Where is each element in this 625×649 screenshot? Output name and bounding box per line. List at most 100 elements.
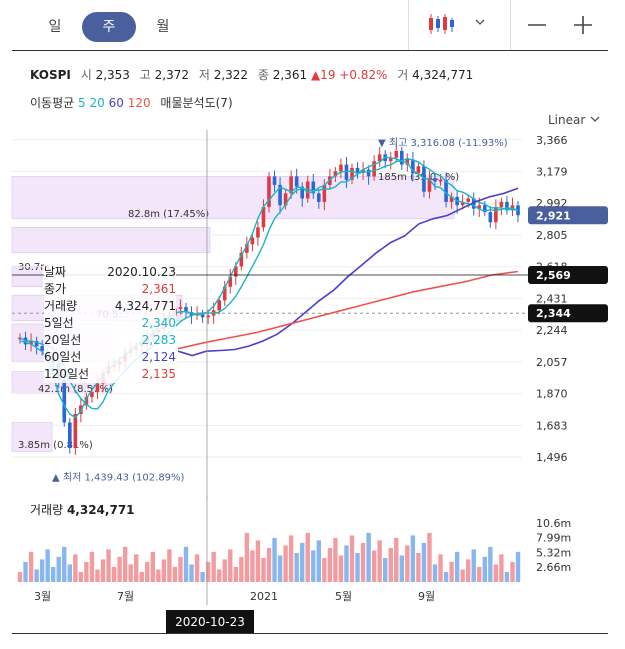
low-label: ▲ 최저 1,439.43 (102.89%) — [52, 472, 185, 484]
volume-bar — [233, 566, 238, 582]
crosshair-tooltip: 날짜 2020.10.23 종가 2,361 거래량 4,324,771 5일선 2,340 2… — [44, 264, 176, 383]
volume-bar — [416, 552, 421, 582]
candle-body — [460, 201, 465, 206]
tooltip-value: 2,135 — [141, 367, 176, 381]
candle-body — [245, 244, 249, 253]
y-tick-label: 1,870 — [536, 388, 568, 401]
volume-profile-label: 185m (39.0...%) — [378, 172, 459, 183]
tooltip-value: 4,324,771 — [114, 299, 176, 313]
candle-body — [388, 157, 393, 162]
volume-bar — [128, 564, 133, 582]
candle-body — [84, 397, 89, 406]
candle-body — [272, 176, 277, 185]
volume-bar — [28, 551, 34, 582]
volume-bar — [194, 554, 200, 582]
tooltip-row: 거래량 4,324,771 — [44, 298, 176, 315]
candle-body — [499, 201, 504, 207]
period-tab-month[interactable]: 월 — [156, 19, 170, 35]
tooltip-label: 120일선 — [44, 367, 89, 381]
volume-bar — [510, 561, 515, 582]
candle-body — [200, 313, 205, 318]
candle-body — [411, 159, 415, 174]
volume-bar — [167, 549, 172, 582]
candle-body — [34, 341, 39, 347]
volume-bar — [161, 559, 167, 582]
candle-body — [18, 337, 22, 340]
volume-profile-bar — [11, 176, 455, 220]
volume-bar — [111, 566, 117, 582]
candle-body — [206, 315, 210, 318]
volume-bar — [89, 551, 95, 582]
volume-bar — [311, 550, 316, 582]
candle-body — [90, 391, 94, 398]
last-price-badge: 2,921 — [536, 209, 571, 222]
volume-bar — [493, 564, 499, 582]
x-tick-label: 7월 — [117, 590, 134, 603]
volume-bar — [122, 546, 128, 582]
volume-bar — [360, 542, 366, 582]
volume-bar — [200, 571, 205, 582]
y-tick-label: 2,431 — [536, 292, 568, 305]
candle-body — [322, 184, 327, 202]
candle-body — [261, 206, 266, 228]
chevron-down-icon — [590, 116, 600, 122]
volume-bar — [266, 547, 272, 582]
candle-body — [289, 176, 293, 194]
scale-mode-dropdown[interactable]: Linear — [548, 113, 601, 127]
candle-body — [278, 184, 282, 206]
candle-body — [95, 383, 100, 392]
crosshair-price-badge-bg — [528, 266, 608, 285]
volume-bar — [34, 569, 39, 582]
change-value: ▲19 — [310, 68, 336, 82]
volume-bar — [134, 554, 139, 582]
tooltip-row: 5일선 2,340 — [44, 315, 176, 332]
candle-body — [339, 164, 343, 172]
volume-bar — [211, 551, 216, 582]
period-tab-week[interactable]: 주 — [82, 12, 136, 42]
last-price-badge-bg — [528, 206, 608, 225]
volume-chart[interactable]: 10.6m7.99m 5.32m 2.66m 3월 7월 2021 5월 9월 — [0, 495, 625, 605]
volume-bar — [443, 571, 449, 582]
volume-tick-label: 10.6m — [536, 517, 571, 530]
volume-bar — [288, 535, 294, 582]
candle-body — [40, 346, 44, 352]
volume-bar — [477, 566, 482, 582]
chart-type-button[interactable] — [428, 12, 488, 36]
volume-bar — [51, 566, 56, 582]
volume-profile-label: 82.8m (17.45%) — [128, 209, 209, 220]
candle-body — [283, 193, 288, 206]
volume-bar — [139, 571, 144, 582]
volume-title: 거래량 4,324,771 — [30, 503, 135, 517]
crosshair-date-label: 2020-10-23 — [166, 610, 254, 634]
tooltip-row: 종가 2,361 — [44, 281, 176, 298]
candle-body — [234, 266, 238, 277]
volume-bar — [504, 571, 510, 582]
volume-bar — [172, 566, 178, 582]
volume-bar — [366, 532, 371, 582]
tooltip-row: 60일선 2,124 — [44, 349, 176, 366]
ma20-line — [19, 157, 519, 410]
ticker-summary: KOSPI 시 2,353 고 2,372 저 2,322 종 2,361 ▲1… — [30, 68, 474, 82]
volume-bar — [239, 556, 244, 582]
volume-bar — [255, 540, 261, 582]
volume-bar — [228, 549, 233, 582]
period-tab-day[interactable]: 일 — [48, 19, 62, 35]
candle-body — [256, 227, 260, 238]
volume-bar — [283, 545, 288, 582]
volume-bar — [460, 569, 465, 582]
crosshair-price-badge: 2,569 — [536, 269, 571, 282]
volume-bar — [300, 542, 305, 582]
candle-body — [29, 341, 33, 345]
candle-body — [355, 167, 360, 174]
volume-bar — [377, 540, 382, 582]
candle-body — [394, 150, 399, 158]
x-tick-label: 5월 — [335, 590, 352, 603]
volume-bar — [73, 554, 78, 582]
zoom-in-button[interactable] — [570, 12, 596, 38]
indicator-legend[interactable]: 이동평균 5 20 60 120 매물분석도(7) — [30, 96, 233, 110]
y-tick-label: 1,496 — [536, 451, 568, 464]
y-tick-label: 2,244 — [536, 324, 568, 337]
volume-bar — [17, 571, 23, 582]
tooltip-row: 120일선 2,135 — [44, 366, 176, 383]
zoom-out-button[interactable] — [524, 12, 550, 38]
